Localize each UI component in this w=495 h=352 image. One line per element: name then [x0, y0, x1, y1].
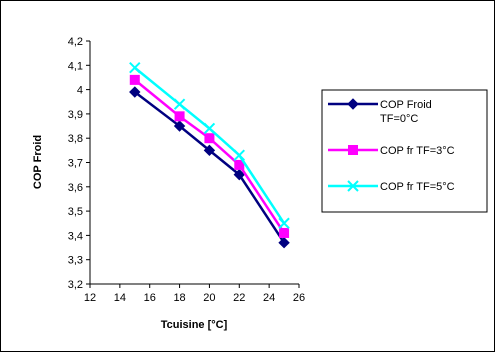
y-tick-label: 3,8	[68, 133, 83, 145]
x-marker-stroke	[347, 180, 359, 192]
x-tick-label: 16	[144, 292, 156, 304]
x-tick-label: 26	[293, 292, 305, 304]
y-tick-label: 3,2	[68, 279, 83, 291]
legend-marker	[347, 98, 359, 110]
y-axis-title: COP Froid	[32, 135, 44, 189]
legend-item-3: COP fr TF=5°C	[328, 180, 455, 193]
data-point	[234, 159, 245, 170]
data-point	[174, 111, 185, 122]
y-tick-label: 3,7	[68, 158, 83, 170]
data-point	[233, 149, 245, 161]
x-marker-stroke	[278, 217, 290, 229]
y-ticks: 3,2 3,3 3,4 3,5 3,6 3,7 3,8 3,9 4 4,1 4,2	[68, 36, 90, 291]
data-point	[233, 168, 245, 181]
y-tick-label: 3,3	[68, 255, 83, 267]
data-point	[129, 74, 140, 85]
y-tick-label: 4,1	[68, 60, 83, 72]
legend-label: TF=0°C	[380, 113, 418, 125]
data-point	[278, 236, 290, 249]
data-point	[278, 217, 290, 229]
x-tick-label: 22	[233, 292, 245, 304]
data-point	[204, 133, 215, 144]
y-tick-label: 3,4	[68, 230, 83, 242]
x-ticks: 12 14 16 18 20 22 24 26	[84, 284, 305, 304]
legend-item-1: COP Froid TF=0°C	[328, 98, 432, 125]
data-point	[203, 144, 216, 157]
y-tick-label: 3,9	[68, 109, 83, 121]
y-tick-label: 4	[77, 85, 83, 97]
legend-marker	[348, 145, 358, 155]
series-1	[129, 86, 290, 249]
plot-series	[129, 62, 290, 249]
y-tick-label: 3,5	[68, 206, 83, 218]
data-point	[203, 122, 216, 135]
axes: 3,2 3,3 3,4 3,5 3,6 3,7 3,8 3,9 4 4,1 4,2 12 14 16 18…	[68, 36, 305, 304]
x-tick-label: 24	[263, 292, 275, 304]
y-tick-label: 3,6	[68, 182, 83, 194]
x-tick-label: 12	[84, 292, 96, 304]
legend-marker	[347, 180, 359, 192]
legend: COP Froid TF=0°C COP fr TF=3°C COP fr TF=5°…	[328, 98, 455, 193]
x-marker-stroke	[203, 122, 216, 135]
y-tick-label: 4,2	[68, 36, 83, 48]
data-point	[129, 62, 141, 74]
data-point	[129, 86, 141, 98]
x-marker-stroke	[233, 149, 245, 161]
legend-label: COP fr TF=5°C	[380, 181, 455, 193]
data-point	[279, 227, 290, 238]
x-tick-label: 14	[114, 292, 126, 304]
x-tick-label: 18	[173, 292, 185, 304]
x-marker-stroke	[129, 62, 141, 74]
series-3	[129, 62, 290, 229]
data-point	[173, 120, 186, 132]
legend-item-2: COP fr TF=3°C	[328, 145, 455, 157]
legend-label: COP Froid	[380, 99, 432, 111]
legend-label: COP fr TF=3°C	[380, 145, 455, 157]
data-point	[173, 98, 186, 110]
x-marker-stroke	[173, 98, 186, 110]
series-2	[129, 74, 290, 238]
x-axis-title: Tcuisine [°C]	[161, 319, 228, 331]
x-tick-label: 20	[203, 292, 215, 304]
